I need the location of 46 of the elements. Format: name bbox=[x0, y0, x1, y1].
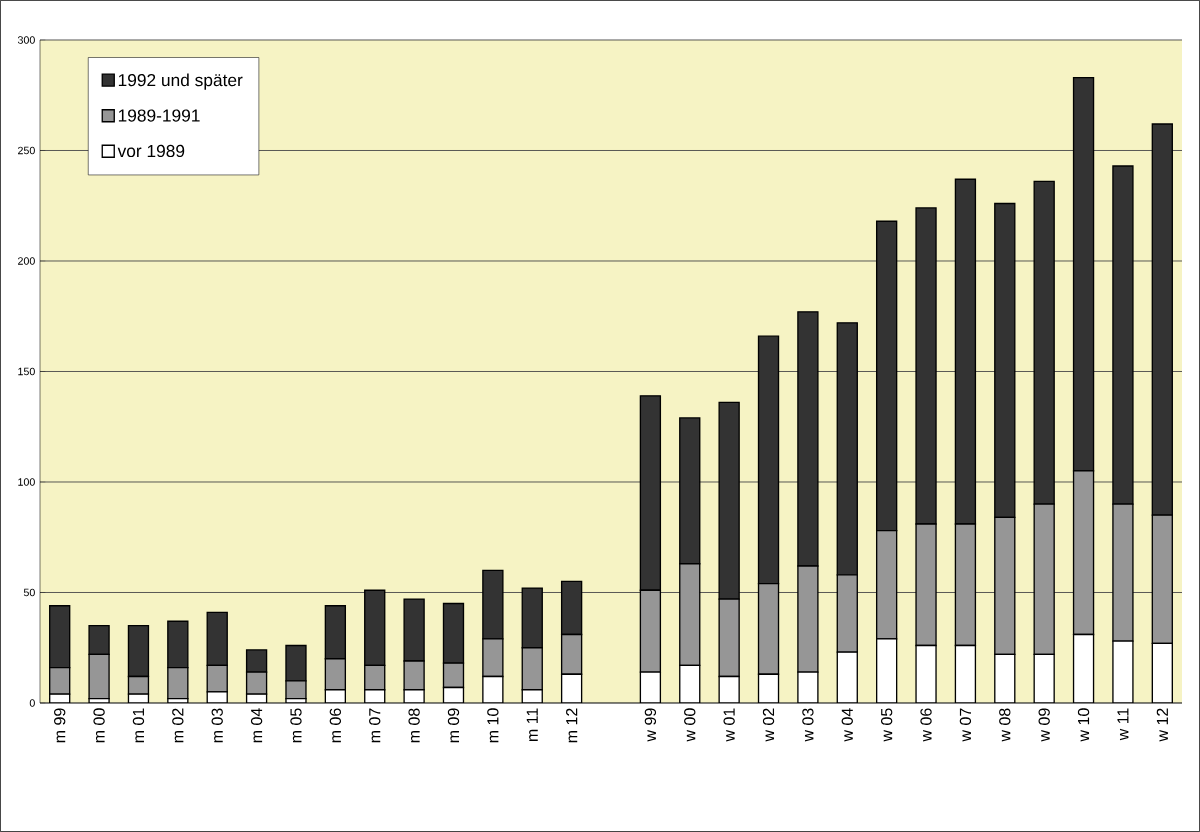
x-tick-label: w 03 bbox=[802, 708, 814, 742]
x-tick-label: m 06 bbox=[329, 708, 342, 743]
x-tick-label: m 03 bbox=[211, 708, 223, 743]
y-tick-label: 200 bbox=[18, 257, 35, 265]
x-tick-label: m 00 bbox=[93, 708, 105, 743]
x-tick-label: m 99 bbox=[54, 708, 66, 743]
bar bbox=[994, 653, 1016, 703]
x-tick-label: w 05 bbox=[881, 708, 893, 742]
x-tick-label: m 01 bbox=[132, 708, 145, 743]
x-tick-label: m 10 bbox=[487, 708, 499, 743]
bar bbox=[1151, 642, 1173, 703]
x-tick-label: w 06 bbox=[920, 708, 932, 742]
x-tick-label: w 01 bbox=[723, 708, 735, 742]
x-tick-label: m 04 bbox=[250, 708, 263, 743]
y-tick-label: 150 bbox=[18, 367, 35, 376]
x-tick-label: w 08 bbox=[999, 708, 1011, 742]
x-tick-label: w 09 bbox=[1038, 708, 1050, 742]
y-tick-label: 100 bbox=[18, 478, 35, 486]
x-tick-label: w 12 bbox=[1156, 708, 1168, 742]
bar bbox=[1033, 653, 1055, 703]
bar bbox=[954, 644, 977, 703]
legend-label: 1989-1991 bbox=[118, 109, 200, 122]
x-tick-label: m 08 bbox=[408, 708, 420, 743]
bar bbox=[1072, 633, 1095, 703]
x-tick-label: w 02 bbox=[762, 708, 775, 742]
x-tick-label: m 02 bbox=[172, 708, 184, 743]
bar bbox=[836, 651, 858, 703]
x-tick-label: w 04 bbox=[841, 708, 853, 742]
legend-label: 1992 und später bbox=[118, 73, 243, 90]
x-tick-label: m 09 bbox=[447, 708, 460, 743]
x-tick-label: m 07 bbox=[369, 708, 381, 743]
x-tick-label: m 05 bbox=[290, 708, 302, 743]
bar bbox=[875, 638, 898, 703]
x-tick-label: m 12 bbox=[566, 708, 578, 743]
y-tick-label: 300 bbox=[17, 36, 35, 44]
y-tick-label: 0 bbox=[29, 699, 35, 707]
x-tick-label: w 99 bbox=[644, 708, 657, 742]
y-tick-label: 250 bbox=[18, 146, 35, 155]
x-tick-label: w 00 bbox=[684, 708, 696, 742]
y-tick-label: 50 bbox=[23, 588, 35, 597]
legend-label: vor 1989 bbox=[117, 144, 185, 158]
x-tick-label: w 07 bbox=[959, 708, 972, 742]
bar bbox=[679, 664, 701, 703]
x-tick-label: w 10 bbox=[1077, 708, 1090, 742]
x-tick-label: w 11 bbox=[1117, 708, 1129, 741]
x-tick-label: m 11 bbox=[526, 708, 538, 742]
